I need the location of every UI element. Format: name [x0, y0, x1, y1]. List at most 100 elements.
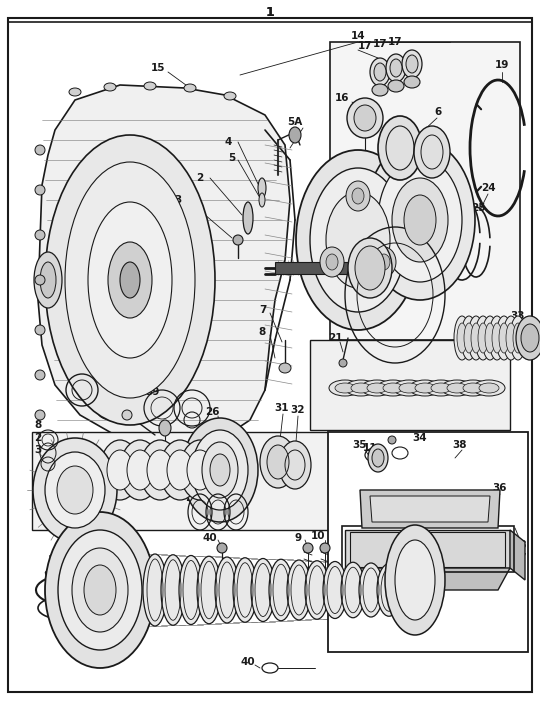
- Text: 6: 6: [434, 107, 442, 117]
- Ellipse shape: [352, 188, 364, 204]
- Text: 5: 5: [228, 153, 235, 163]
- Ellipse shape: [233, 235, 243, 245]
- Ellipse shape: [120, 440, 160, 500]
- Ellipse shape: [521, 324, 539, 352]
- Ellipse shape: [69, 88, 81, 96]
- Ellipse shape: [58, 530, 142, 650]
- Ellipse shape: [367, 383, 387, 393]
- Text: 30: 30: [221, 489, 235, 499]
- Polygon shape: [32, 432, 330, 530]
- Ellipse shape: [406, 55, 418, 73]
- Text: 21: 21: [328, 333, 342, 343]
- Text: 17: 17: [373, 39, 387, 49]
- Ellipse shape: [395, 540, 435, 620]
- Ellipse shape: [140, 440, 180, 500]
- Ellipse shape: [305, 561, 329, 619]
- Ellipse shape: [485, 323, 495, 353]
- Ellipse shape: [35, 145, 45, 155]
- Ellipse shape: [159, 420, 171, 436]
- Text: 4: 4: [224, 137, 232, 147]
- Ellipse shape: [415, 383, 435, 393]
- Ellipse shape: [414, 126, 450, 178]
- Text: 29: 29: [203, 491, 217, 501]
- Ellipse shape: [492, 323, 502, 353]
- Ellipse shape: [393, 380, 425, 396]
- Ellipse shape: [457, 380, 489, 396]
- Ellipse shape: [482, 316, 498, 360]
- Bar: [350, 532, 505, 567]
- Text: 20: 20: [318, 177, 332, 187]
- Ellipse shape: [378, 116, 422, 180]
- Text: 15: 15: [151, 63, 165, 73]
- Text: 3: 3: [35, 445, 42, 455]
- Ellipse shape: [464, 323, 474, 353]
- Ellipse shape: [513, 323, 523, 353]
- Text: 38: 38: [453, 440, 467, 450]
- Text: 39: 39: [145, 387, 159, 397]
- Ellipse shape: [279, 363, 291, 373]
- Ellipse shape: [45, 452, 105, 528]
- Ellipse shape: [447, 383, 467, 393]
- Ellipse shape: [374, 63, 386, 81]
- Polygon shape: [345, 568, 510, 590]
- Ellipse shape: [378, 158, 462, 282]
- Ellipse shape: [347, 98, 383, 138]
- Ellipse shape: [35, 230, 45, 240]
- Text: 26: 26: [205, 407, 219, 417]
- Ellipse shape: [368, 444, 388, 472]
- Text: 16: 16: [335, 93, 349, 103]
- Ellipse shape: [489, 316, 505, 360]
- Ellipse shape: [402, 50, 422, 78]
- Ellipse shape: [45, 512, 155, 668]
- Ellipse shape: [372, 247, 396, 277]
- Ellipse shape: [378, 254, 390, 270]
- Ellipse shape: [127, 450, 153, 490]
- Text: 7: 7: [259, 305, 267, 315]
- Ellipse shape: [390, 59, 402, 77]
- Ellipse shape: [167, 450, 193, 490]
- Text: 31: 31: [275, 403, 289, 413]
- Ellipse shape: [160, 440, 200, 500]
- Text: 8: 8: [35, 420, 42, 430]
- Ellipse shape: [359, 563, 383, 617]
- Polygon shape: [510, 530, 525, 580]
- Ellipse shape: [348, 238, 392, 298]
- Ellipse shape: [210, 454, 230, 486]
- Ellipse shape: [339, 359, 347, 367]
- Ellipse shape: [143, 554, 167, 626]
- Ellipse shape: [510, 316, 526, 360]
- Ellipse shape: [355, 246, 385, 290]
- Ellipse shape: [107, 450, 133, 490]
- Text: 10: 10: [310, 531, 325, 541]
- Text: 37: 37: [512, 553, 528, 563]
- Text: 40: 40: [241, 657, 255, 667]
- Bar: [275, 262, 370, 274]
- Ellipse shape: [499, 323, 509, 353]
- Ellipse shape: [506, 323, 516, 353]
- Ellipse shape: [326, 254, 338, 270]
- Ellipse shape: [351, 383, 371, 393]
- Ellipse shape: [345, 380, 377, 396]
- Ellipse shape: [182, 418, 258, 522]
- Text: 25: 25: [453, 200, 467, 210]
- Ellipse shape: [372, 449, 384, 467]
- Ellipse shape: [372, 84, 388, 96]
- Text: 3: 3: [174, 195, 181, 205]
- Ellipse shape: [192, 430, 248, 510]
- Ellipse shape: [45, 135, 215, 425]
- Ellipse shape: [320, 247, 344, 277]
- Text: 40: 40: [202, 533, 217, 543]
- Ellipse shape: [425, 380, 457, 396]
- Ellipse shape: [120, 262, 140, 298]
- Ellipse shape: [392, 178, 448, 262]
- Ellipse shape: [65, 162, 195, 398]
- Text: 18: 18: [341, 213, 355, 223]
- Ellipse shape: [404, 195, 436, 245]
- Polygon shape: [360, 490, 500, 528]
- Ellipse shape: [258, 178, 266, 198]
- Text: 28: 28: [185, 493, 199, 503]
- Ellipse shape: [468, 316, 484, 360]
- Ellipse shape: [233, 558, 257, 622]
- Ellipse shape: [473, 380, 505, 396]
- Ellipse shape: [478, 323, 488, 353]
